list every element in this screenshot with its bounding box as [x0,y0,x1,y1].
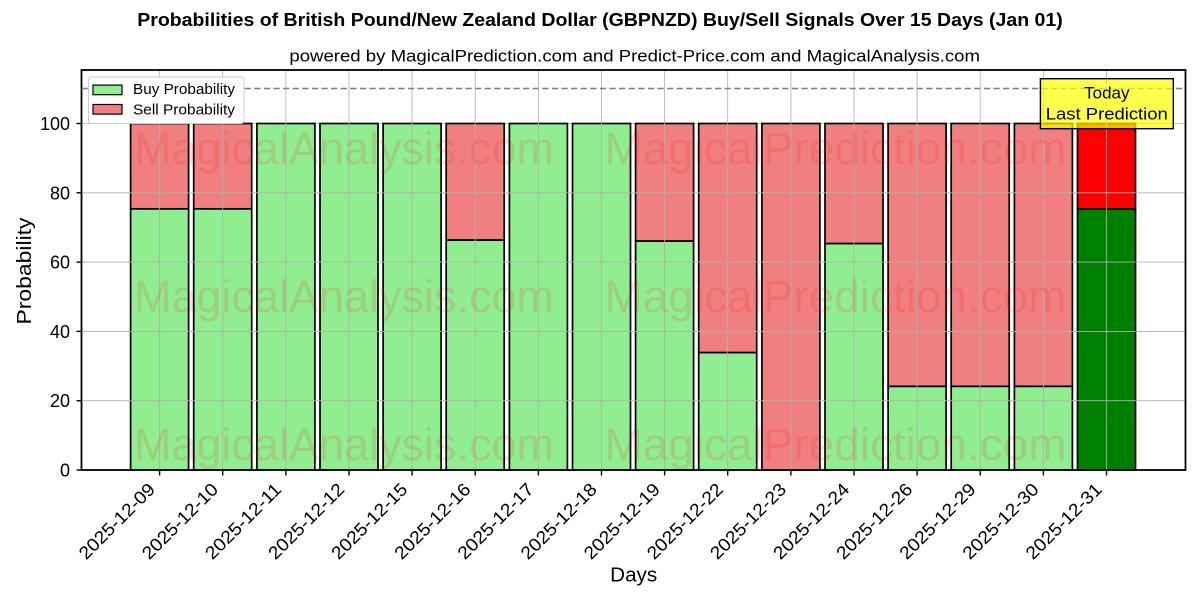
svg-text:0: 0 [60,461,70,481]
svg-text:powered by MagicalPrediction.c: powered by MagicalPrediction.com and Pre… [289,47,980,66]
svg-text:20: 20 [50,391,70,411]
svg-text:Sell Probability: Sell Probability [133,102,236,119]
svg-text:Probability: Probability [14,218,36,325]
svg-text:MagicalAnalysis.com: MagicalAnalysis.com [134,271,554,322]
svg-text:Today: Today [1084,84,1130,103]
svg-text:40: 40 [50,322,70,342]
svg-text:MagicalAnalysis.com: MagicalAnalysis.com [134,419,554,470]
svg-text:Last Prediction: Last Prediction [1046,105,1168,124]
svg-text:100: 100 [40,114,70,134]
svg-text:MagicalPrediction.com: MagicalPrediction.com [605,123,1067,174]
svg-text:MagicalPrediction.com: MagicalPrediction.com [605,271,1067,322]
svg-text:Days: Days [610,565,657,587]
svg-text:MagicalAnalysis.com: MagicalAnalysis.com [134,123,554,174]
svg-text:60: 60 [50,253,70,273]
svg-text:80: 80 [50,183,70,203]
svg-text:Buy Probability: Buy Probability [133,81,235,98]
svg-text:MagicalPrediction.com: MagicalPrediction.com [605,419,1067,470]
svg-text:Probabilities of British Pound: Probabilities of British Pound/New Zeala… [137,9,1063,30]
